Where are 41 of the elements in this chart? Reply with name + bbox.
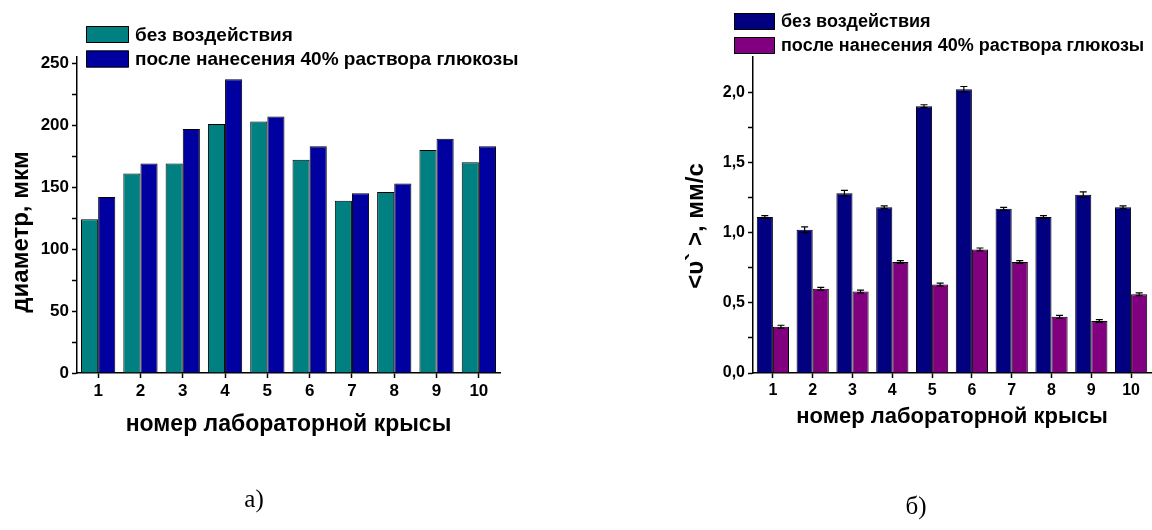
legend-label: без воздействия bbox=[781, 11, 931, 32]
y-tick-label: 150 bbox=[40, 176, 69, 196]
x-tick-label: 7 bbox=[1007, 381, 1017, 399]
x-tick-label: 10 bbox=[469, 380, 489, 400]
x-tick-label: 8 bbox=[389, 380, 399, 400]
text: а) bbox=[244, 484, 264, 512]
y-axis-title: диаметр, мкм bbox=[6, 151, 34, 313]
x-tick-label: 6 bbox=[304, 380, 315, 400]
x-tick-label: 4 bbox=[887, 381, 897, 399]
x-tick-label: 5 bbox=[262, 380, 273, 400]
y-tick-label: 200 bbox=[40, 114, 69, 134]
x-tick-label: 6 bbox=[967, 381, 977, 399]
x-tick-label: 1 bbox=[93, 380, 103, 400]
x-tick-label: 4 bbox=[220, 380, 231, 400]
y-tick-label: 1,5 bbox=[722, 152, 746, 170]
x-tick-label: 3 bbox=[178, 380, 188, 400]
x-tick-label: 2 bbox=[808, 381, 818, 399]
x-tick-label: 10 bbox=[1122, 381, 1141, 399]
text: б) bbox=[905, 491, 927, 519]
y-tick-label: 0,0 bbox=[722, 363, 746, 381]
y-tick-label: 0,5 bbox=[722, 293, 746, 311]
x-tick-label: 3 bbox=[848, 381, 858, 399]
x-axis-title: номер лабораторной крысы bbox=[125, 410, 452, 437]
legend-label: после нанесения 40% раствора глюкозы bbox=[781, 35, 1145, 56]
x-tick-label: 1 bbox=[768, 381, 778, 399]
x-tick-label: 7 bbox=[347, 380, 357, 400]
x-tick-label: 2 bbox=[135, 380, 146, 400]
y-tick-label: 1,0 bbox=[722, 222, 746, 240]
x-tick-label: 9 bbox=[1086, 381, 1096, 399]
x-tick-label: 8 bbox=[1047, 381, 1057, 399]
y-tick-label: 250 bbox=[40, 52, 69, 72]
legend-label: после нанесения 40% раствора глюкозы bbox=[135, 48, 519, 70]
y-tick-label: 0 bbox=[59, 362, 69, 382]
y-tick-label: 2,0 bbox=[722, 82, 746, 100]
legend-label: без воздействия bbox=[135, 23, 293, 45]
y-axis-title: <υ` >, мм/с bbox=[680, 163, 708, 289]
x-tick-label: 9 bbox=[431, 380, 442, 400]
y-tick-label: 50 bbox=[50, 300, 69, 320]
x-tick-label: 5 bbox=[927, 381, 937, 399]
x-axis-title: номер лабораторной крысы bbox=[796, 403, 1108, 429]
y-tick-label: 100 bbox=[40, 238, 69, 258]
